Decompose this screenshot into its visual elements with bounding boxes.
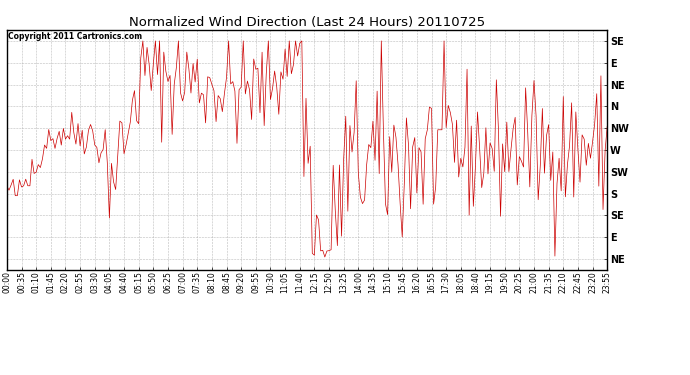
Title: Normalized Wind Direction (Last 24 Hours) 20110725: Normalized Wind Direction (Last 24 Hours… (129, 16, 485, 29)
Text: Copyright 2011 Cartronics.com: Copyright 2011 Cartronics.com (8, 32, 142, 41)
